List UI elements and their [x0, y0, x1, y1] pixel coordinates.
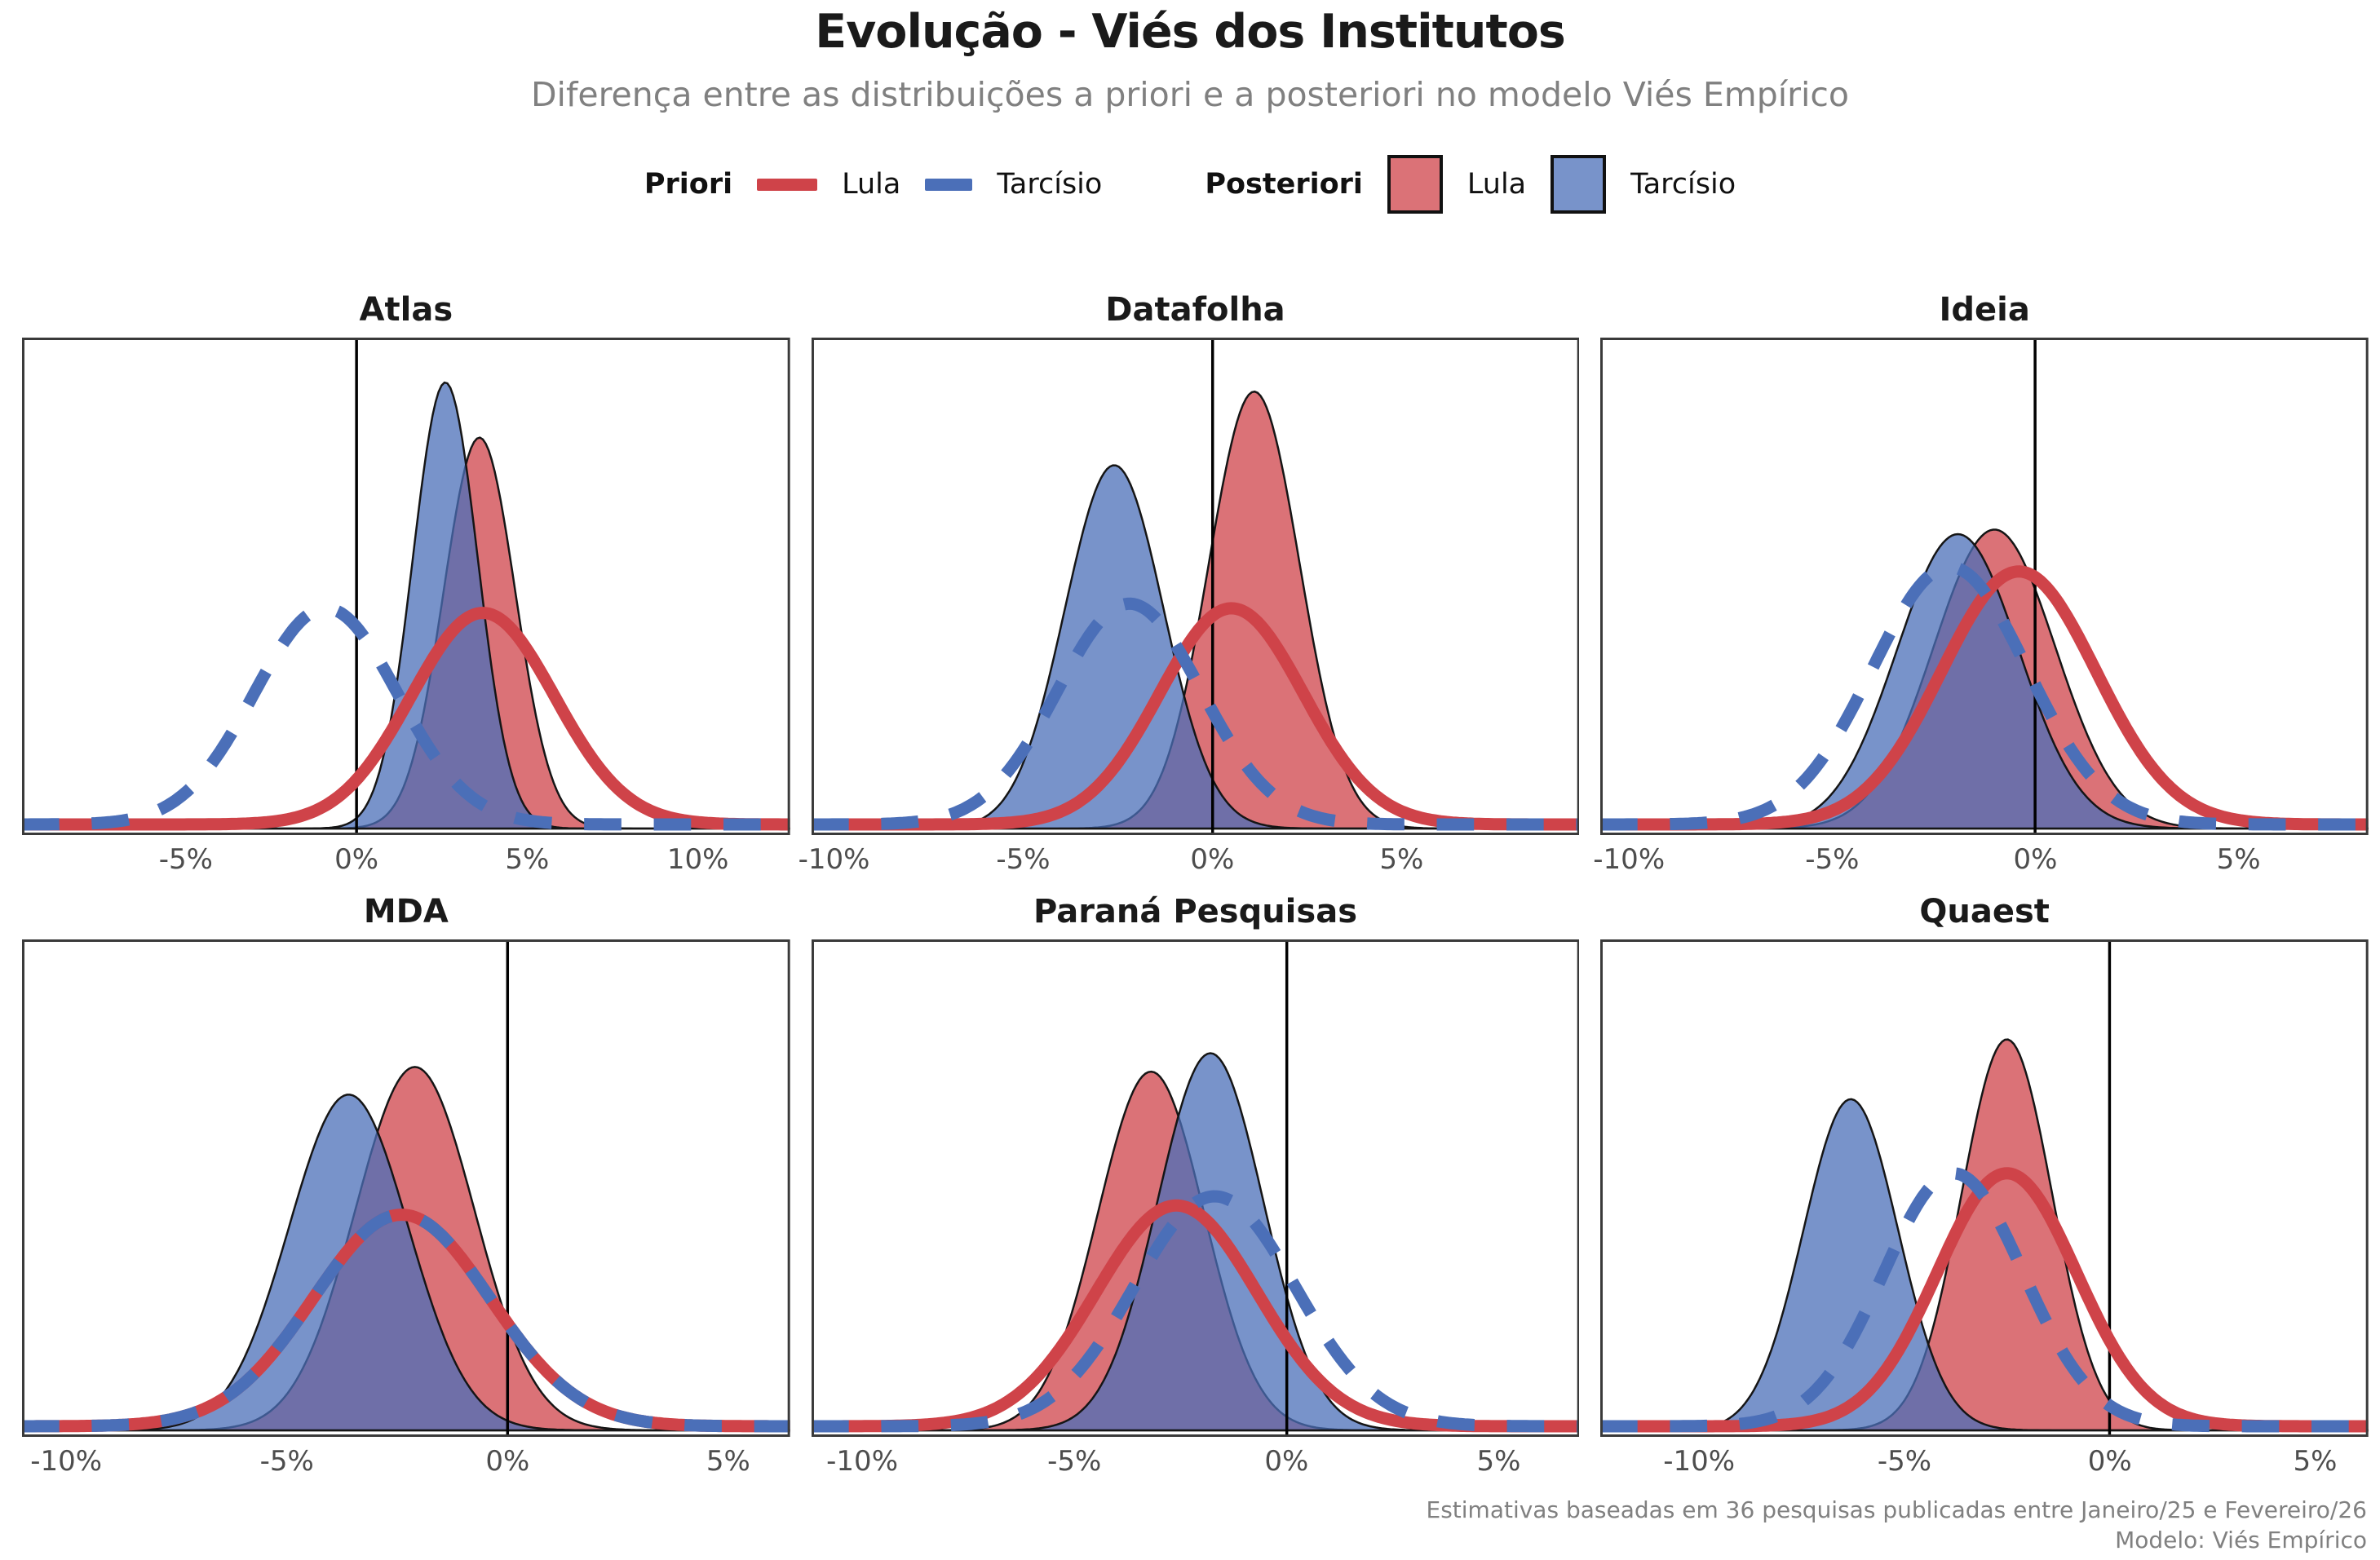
x-tick-label: -5% [1047, 1445, 1102, 1478]
panel-border [22, 939, 790, 1437]
panel-title: Datafolha [1105, 291, 1285, 329]
panel-title: Paraná Pesquisas [1033, 893, 1357, 930]
panel-ideia: Ideia -10% -5% 0% 5% [1593, 287, 2369, 877]
x-tick-label: -5% [259, 1445, 314, 1478]
x-axis-ticks: -10% -5% 0% 5% [812, 1437, 1580, 1479]
panel-title: Quaest [1919, 893, 2050, 930]
prior-lula-line [1600, 1167, 2369, 1433]
chart-title: Evolução - Viés dos Institutos [815, 5, 1566, 59]
panel-quaest: Quaest -10% -5% 0% 5% [1600, 889, 2369, 1479]
panel-title: Ideia [1939, 291, 2030, 329]
legend-priori-lula-label: Lula [842, 168, 901, 201]
legend: Priori Lula Tarcísio Posteriori Lula Tar… [0, 155, 2380, 214]
density-plot [22, 338, 790, 835]
x-tick-label: -10% [1593, 843, 1666, 876]
density-plot [811, 338, 1580, 835]
x-tick-label: 0% [485, 1445, 530, 1478]
posterior-tarcisio-area [811, 1052, 1580, 1432]
panel-border [811, 338, 1580, 835]
x-tick-label: 0% [334, 843, 379, 876]
x-tick-label: 5% [1476, 1445, 1521, 1478]
x-axis-ticks: -10% -5% 0% 5% [1600, 1437, 2369, 1479]
legend-priori-label: Priori [644, 168, 733, 201]
legend-posteriori-tarcisio-label: Tarcísio [1630, 168, 1736, 201]
prior-tarcisio-line [811, 597, 1580, 831]
x-tick-label: 0% [2013, 843, 2058, 876]
x-tick-label: -10% [826, 1445, 898, 1478]
density-plot [1600, 338, 2369, 835]
panel-border [1600, 338, 2369, 835]
prior-tarcisio-line [811, 1190, 1580, 1433]
panel-datafolha: Datafolha -10% -5% 0% 5% [798, 287, 1580, 877]
legend-priori-tarcisio-label: Tarcísio [997, 168, 1103, 201]
x-tick-label: -10% [1663, 1445, 1736, 1478]
panel-parana-pesquisas: Paraná Pesquisas -10% -5% 0% 5% [811, 889, 1580, 1479]
density-plot-svg [22, 939, 790, 1437]
density-plot-svg [1600, 338, 2369, 835]
density-plot-svg [1600, 939, 2369, 1437]
prior-lula-line [22, 607, 790, 831]
priori-lula-line-key [757, 178, 818, 191]
chart-subtitle: Diferença entre as distribuições a prior… [530, 75, 1850, 114]
x-axis-ticks: -10% -5% 0% 5% [1593, 835, 2369, 877]
x-tick-label: 10% [666, 843, 729, 876]
posterior-tarcisio-area [22, 381, 790, 830]
x-tick-label: 5% [505, 843, 550, 876]
x-tick-label: -5% [158, 843, 213, 876]
prior-lula-line [22, 1209, 790, 1433]
panel-border [811, 939, 1580, 1437]
caption-line-2: Modelo: Viés Empírico [2115, 1526, 2367, 1553]
x-tick-label: 5% [2293, 1445, 2338, 1478]
posterior-lula-area [1600, 1038, 2369, 1432]
panel-title: Atlas [359, 291, 453, 329]
prior-lula-line [1600, 565, 2369, 831]
x-tick-label: 5% [2216, 843, 2261, 876]
prior-tarcisio-line [1600, 560, 2369, 831]
posteriori-lula-fill-key [1387, 155, 1443, 214]
x-axis-ticks: -10% -5% 0% 5% [22, 1437, 790, 1479]
panel-title: MDA [363, 893, 449, 930]
x-axis-ticks: -10% -5% 0% 5% [798, 835, 1580, 877]
facet-grid: Atlas -5% 0% 5% 10% Datafolha -10% -5% 0% 5% I… [22, 287, 2369, 1479]
x-tick-label: -5% [996, 843, 1051, 876]
legend-posteriori-lula-label: Lula [1466, 168, 1527, 201]
panel-border [1600, 939, 2369, 1437]
x-axis-ticks: -5% 0% 5% 10% [22, 835, 790, 877]
density-plot [1600, 939, 2369, 1437]
posterior-tarcisio-area [22, 1094, 790, 1432]
panel-mda: MDA -10% -5% 0% 5% [22, 889, 790, 1479]
density-plot-svg [22, 338, 790, 835]
density-plot [811, 939, 1580, 1437]
caption-line-1: Estimativas baseadas em 36 pesquisas pub… [1426, 1496, 2368, 1523]
x-tick-label: -5% [1877, 1445, 1932, 1478]
legend-posteriori-label: Posteriori [1205, 168, 1363, 201]
x-tick-label: 5% [1379, 843, 1424, 876]
caption: Estimativas baseadas em 36 pesquisas pub… [1427, 1496, 2368, 1556]
prior-tarcisio-line [22, 602, 790, 831]
density-plot-svg [811, 939, 1580, 1437]
priori-tarcisio-dash-key [925, 178, 973, 191]
x-tick-label: -10% [30, 1445, 103, 1478]
x-tick-label: -10% [798, 843, 870, 876]
density-plot [22, 939, 790, 1437]
panel-border [22, 338, 790, 835]
x-tick-label: 0% [2087, 1445, 2132, 1478]
x-tick-label: 0% [1264, 1445, 1309, 1478]
x-tick-label: -5% [1805, 843, 1860, 876]
posteriori-tarcisio-fill-key [1551, 155, 1607, 214]
x-tick-label: 0% [1190, 843, 1235, 876]
density-plot-svg [811, 338, 1580, 835]
posterior-tarcisio-area [1600, 533, 2369, 830]
x-tick-label: 5% [706, 1445, 750, 1478]
panel-atlas: Atlas -5% 0% 5% 10% [22, 287, 790, 877]
